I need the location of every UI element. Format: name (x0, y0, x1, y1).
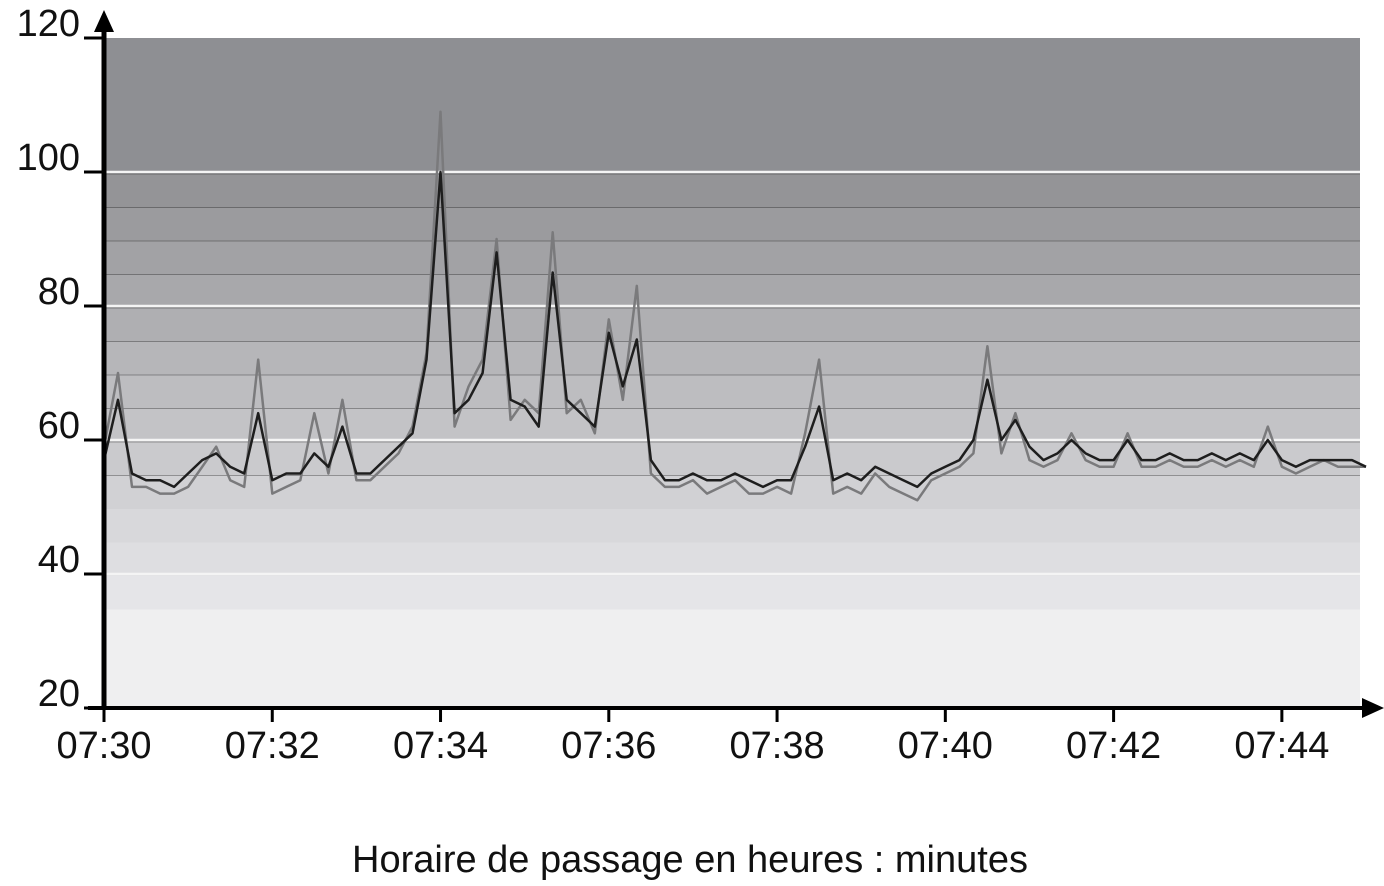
band (104, 207, 1360, 241)
band (104, 274, 1360, 308)
band (104, 174, 1360, 208)
x-tick-label: 07:42 (1066, 725, 1161, 767)
band (104, 308, 1360, 342)
band (104, 576, 1360, 610)
y-tick-label: 60 (38, 405, 80, 447)
y-tick-label: 120 (17, 3, 80, 45)
band (104, 609, 1360, 708)
line-series (102, 110, 1366, 502)
line-series (102, 170, 1367, 489)
band (104, 509, 1360, 543)
plot (102, 110, 1367, 502)
x-tick-label: 07:36 (561, 725, 656, 767)
y-tick-label: 100 (17, 137, 80, 179)
plot-background (104, 38, 1360, 708)
band (104, 442, 1360, 476)
y-tick-label: 40 (38, 539, 80, 581)
y-axis-arrow (94, 10, 114, 32)
band (104, 408, 1360, 442)
band (104, 341, 1360, 375)
band (104, 542, 1360, 576)
x-tick-label: 07:34 (393, 725, 488, 767)
x-axis-label: Horaire de passage en heures : minutes (352, 839, 1028, 881)
x-tick-label: 07:38 (730, 725, 825, 767)
y-tick-label: 80 (38, 271, 80, 313)
x-tick-label: 07:40 (898, 725, 993, 767)
x-axis-arrow (1362, 698, 1384, 718)
x-tick-label: 07:32 (225, 725, 320, 767)
y-tick-label: 20 (38, 673, 80, 715)
band (104, 241, 1360, 275)
band (104, 375, 1360, 409)
x-tick-label: 07:30 (56, 725, 151, 767)
x-tick-label: 07:44 (1234, 725, 1329, 767)
band (104, 38, 1360, 174)
